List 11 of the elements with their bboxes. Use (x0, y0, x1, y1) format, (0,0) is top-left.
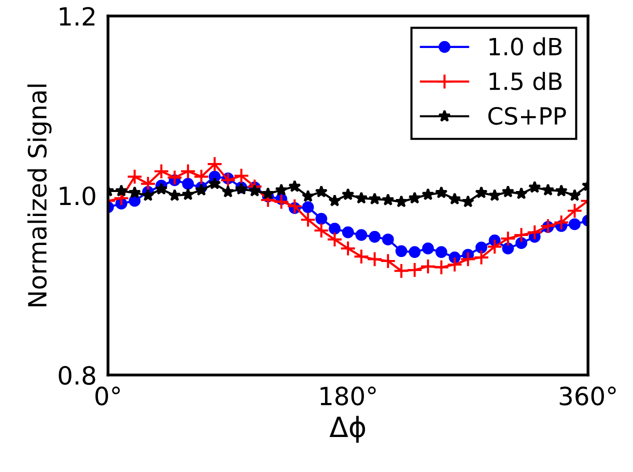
x-axis-title: Δϕ (330, 416, 366, 443)
legend-label: 1.0 dB (490, 37, 562, 56)
legend-label: 1.5 dB (490, 72, 562, 90)
x-tick-label: 180° (320, 386, 376, 406)
legend-label: CS+PP (488, 106, 566, 125)
y-tick-label: 1.0 (60, 186, 96, 206)
y-tick-label: 1.2 (60, 6, 94, 26)
x-tick-label: 0° (95, 386, 120, 406)
y-axis-title: Normalized Signal (27, 84, 52, 306)
x-tick-label: 360° (560, 386, 616, 406)
y-tick-label: 0.8 (58, 366, 96, 385)
